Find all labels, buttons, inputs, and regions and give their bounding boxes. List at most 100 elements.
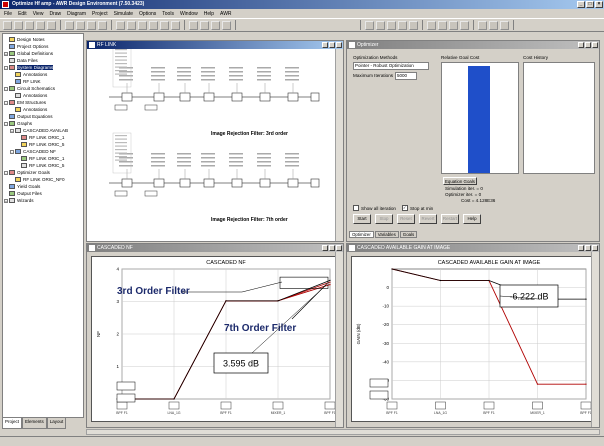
menu-edit[interactable]: Edit bbox=[18, 10, 27, 17]
tree-item[interactable]: Yield Goals bbox=[4, 183, 82, 190]
tree-item[interactable]: - Optimizer Goals bbox=[4, 169, 82, 176]
gain-graph-area[interactable]: BPF F1 LNA_1G BPF F1 MIXER_1 BPF F1 0 -10 -20 -3… bbox=[351, 256, 593, 422]
maximize-button[interactable]: □ bbox=[586, 1, 594, 8]
toolbar-button-icon[interactable] bbox=[160, 20, 169, 30]
nf-maximize-button[interactable] bbox=[329, 245, 335, 251]
tab-layout[interactable]: Layout bbox=[46, 418, 67, 429]
gain-minimize-button[interactable] bbox=[578, 245, 584, 251]
toolbar-button-icon[interactable] bbox=[387, 20, 396, 30]
close-button[interactable]: × bbox=[595, 1, 603, 8]
tree-item[interactable]: Annotations bbox=[4, 106, 82, 113]
toolbar-button-icon[interactable] bbox=[138, 20, 147, 30]
toolbar-button-icon[interactable] bbox=[149, 20, 158, 30]
restart-button[interactable]: Restart bbox=[441, 214, 459, 224]
schematic-close-button[interactable] bbox=[336, 42, 342, 48]
expand-icon[interactable]: + bbox=[4, 198, 8, 203]
menu-project[interactable]: Project bbox=[92, 10, 108, 17]
expand-icon[interactable]: + bbox=[4, 51, 8, 56]
tree-item[interactable]: Output Files bbox=[4, 190, 82, 197]
tree-item[interactable]: - Graphs bbox=[4, 120, 82, 127]
toolbar-button-icon[interactable] bbox=[116, 20, 125, 30]
gain-vertical-scrollbar[interactable] bbox=[591, 252, 599, 427]
toolbar-button-icon[interactable] bbox=[14, 20, 23, 30]
tree-item[interactable]: RF LINK ORIC_1 bbox=[4, 155, 82, 162]
nf-close-button[interactable] bbox=[336, 245, 342, 251]
toolbar-button-icon[interactable] bbox=[211, 20, 220, 30]
menu-tools[interactable]: Tools bbox=[162, 10, 174, 17]
tree-item[interactable]: + Wizards bbox=[4, 197, 82, 204]
tree-item[interactable]: Annotations bbox=[4, 92, 82, 99]
expand-icon[interactable]: + bbox=[10, 128, 14, 133]
tab-optimizer[interactable]: Optimizer bbox=[349, 231, 374, 238]
menu-file[interactable]: File bbox=[4, 10, 13, 17]
tab-project[interactable]: Project bbox=[2, 418, 23, 429]
toolbar-button-icon[interactable] bbox=[36, 20, 45, 30]
show-all-iteration-option[interactable]: Show all iteration ✓ Stop at min bbox=[353, 205, 433, 211]
minimize-button[interactable]: _ bbox=[577, 1, 585, 8]
toolbar-button-icon[interactable] bbox=[25, 20, 34, 30]
menu-window[interactable]: Window bbox=[179, 10, 198, 17]
tab-variables[interactable]: Variables bbox=[374, 231, 399, 238]
toolbar-button-icon[interactable] bbox=[127, 20, 136, 30]
max-iterations-input[interactable]: 5000 bbox=[395, 72, 417, 80]
toolbar-button-icon[interactable] bbox=[189, 20, 198, 30]
tree-item[interactable]: - CASCADED NF bbox=[4, 148, 82, 155]
toolbar-button-icon[interactable] bbox=[365, 20, 374, 30]
toolbar-button-icon[interactable] bbox=[460, 20, 469, 30]
menu-view[interactable]: View bbox=[32, 10, 44, 17]
optimizer-minimize-button[interactable] bbox=[578, 42, 584, 48]
toolbar-button-icon[interactable] bbox=[478, 20, 487, 30]
toolbar-button-icon[interactable] bbox=[200, 20, 209, 30]
optimization-method-select[interactable]: Pointer - Robust Optimization bbox=[353, 62, 429, 70]
stop-at-min-checkbox[interactable]: ✓ bbox=[401, 205, 408, 211]
menu-draw[interactable]: Draw bbox=[49, 10, 62, 17]
stop-button[interactable]: Stop bbox=[375, 214, 393, 224]
reset-button[interactable]: Reset bbox=[397, 214, 415, 224]
schematic-canvas[interactable]: Image Rejection Filter: 3rd order Image … bbox=[87, 49, 343, 235]
tree-item[interactable]: RF LINK ORIC_5 bbox=[4, 162, 82, 169]
tree-item[interactable]: Output Equations bbox=[4, 113, 82, 120]
toolbar-button-icon[interactable] bbox=[76, 20, 85, 30]
show-all-checkbox[interactable] bbox=[353, 205, 359, 211]
tree-item[interactable]: RF LINK ORIC_5 bbox=[4, 141, 82, 148]
tree-item[interactable]: Data Files bbox=[4, 57, 82, 64]
optimizer-maximize-button[interactable] bbox=[585, 42, 591, 48]
toolbar-button-icon[interactable] bbox=[438, 20, 447, 30]
collapse-icon[interactable]: - bbox=[4, 100, 8, 105]
nf-minimize-button[interactable] bbox=[322, 245, 328, 251]
optimizer-close-button[interactable] bbox=[592, 42, 598, 48]
collapse-icon[interactable]: - bbox=[4, 170, 8, 175]
tree-item[interactable]: - Circuit Schematics bbox=[4, 85, 82, 92]
tree-item[interactable]: Annotations bbox=[4, 71, 82, 78]
menu-help[interactable]: Help bbox=[203, 10, 215, 17]
revert-button[interactable]: Revert bbox=[419, 214, 437, 224]
mdi-horizontal-scrollbar[interactable] bbox=[86, 429, 600, 435]
toolbar-button-icon[interactable] bbox=[398, 20, 407, 30]
toolbar-button-icon[interactable] bbox=[98, 20, 107, 30]
collapse-icon[interactable]: - bbox=[4, 121, 8, 126]
menu-awr[interactable]: AWR bbox=[220, 10, 232, 17]
toolbar-button-icon[interactable] bbox=[500, 20, 509, 30]
tree-item[interactable]: - EM Structures bbox=[4, 99, 82, 106]
toolbar-button-icon[interactable] bbox=[489, 20, 498, 30]
collapse-icon[interactable]: - bbox=[10, 149, 14, 154]
tree-item[interactable]: RF LINK ORIC_1 bbox=[4, 134, 82, 141]
toolbar-button-icon[interactable] bbox=[449, 20, 458, 30]
gain-maximize-button[interactable] bbox=[585, 245, 591, 251]
help-button[interactable]: Help bbox=[463, 214, 481, 224]
toolbar-button-icon[interactable] bbox=[171, 20, 180, 30]
schematic-minimize-button[interactable] bbox=[322, 42, 328, 48]
tree-item[interactable]: + Global Definitions bbox=[4, 50, 82, 57]
tree-item[interactable]: RF LINK ORIC_NF0 bbox=[4, 176, 82, 183]
schematic-maximize-button[interactable] bbox=[329, 42, 335, 48]
tree-item[interactable]: Project Options bbox=[4, 43, 82, 50]
menu-diagram[interactable]: Diagram bbox=[67, 10, 87, 17]
toolbar-button-icon[interactable] bbox=[376, 20, 385, 30]
toolbar-button-icon[interactable] bbox=[47, 20, 56, 30]
tab-elements[interactable]: Elements bbox=[22, 418, 47, 429]
toolbar-button-icon[interactable] bbox=[87, 20, 96, 30]
toolbar-button-icon[interactable] bbox=[65, 20, 74, 30]
menu-options[interactable]: Options bbox=[139, 10, 157, 17]
collapse-icon[interactable]: - bbox=[4, 86, 8, 91]
